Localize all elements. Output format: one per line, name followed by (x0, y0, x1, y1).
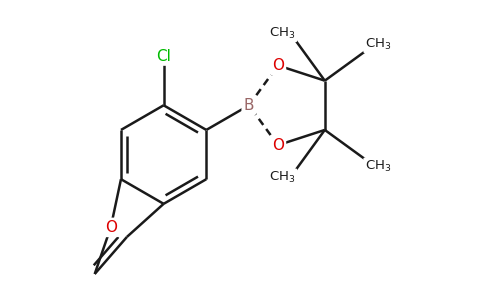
Text: O: O (272, 138, 284, 153)
Text: CH$_3$: CH$_3$ (270, 26, 296, 41)
Text: CH$_3$: CH$_3$ (364, 159, 391, 174)
Text: O: O (272, 58, 284, 73)
Text: CH$_3$: CH$_3$ (364, 37, 391, 52)
Text: B: B (244, 98, 254, 113)
Text: O: O (105, 220, 117, 235)
Text: CH$_3$: CH$_3$ (270, 170, 296, 185)
Text: Cl: Cl (156, 49, 171, 64)
